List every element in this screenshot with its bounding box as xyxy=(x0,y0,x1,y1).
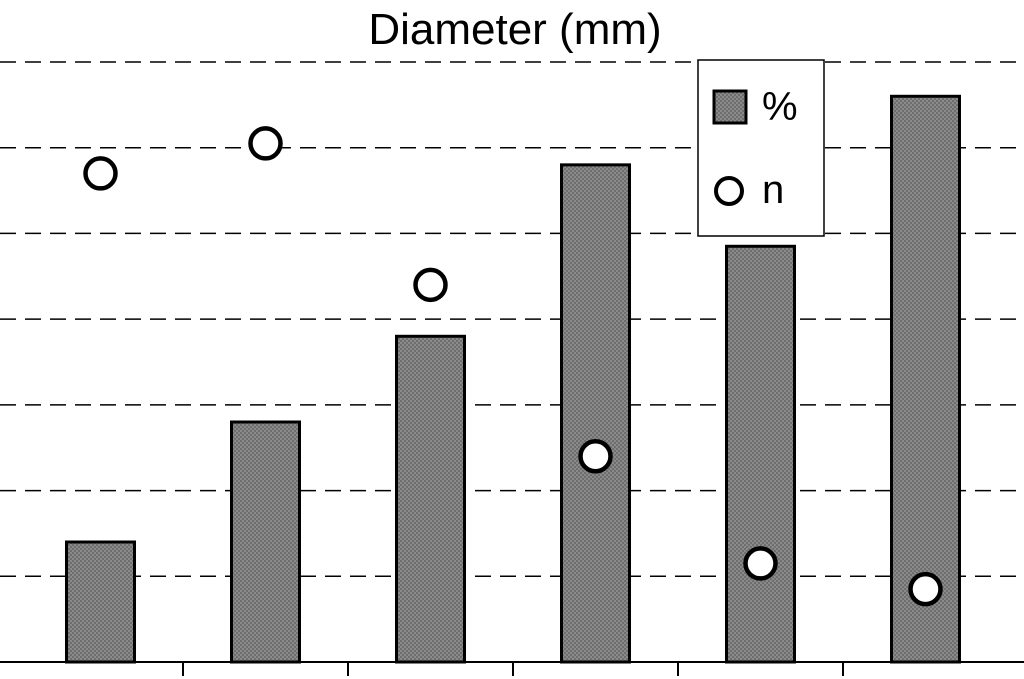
legend-label-n: n xyxy=(762,168,784,212)
legend-label-percent: % xyxy=(762,85,798,129)
legend-box xyxy=(697,59,825,237)
data-point xyxy=(413,267,448,303)
bar xyxy=(890,94,961,664)
legend: % n xyxy=(697,59,825,237)
data-point xyxy=(743,546,778,581)
bar-series xyxy=(65,94,961,664)
legend-bar-swatch xyxy=(712,89,748,125)
data-point xyxy=(83,156,118,191)
chart-title: Diameter (mm) xyxy=(368,5,661,54)
bar xyxy=(65,540,136,664)
point-series xyxy=(83,126,943,607)
bar xyxy=(560,163,631,664)
x-ticks xyxy=(182,662,844,676)
bar xyxy=(395,334,466,664)
data-point xyxy=(578,439,613,474)
bar xyxy=(230,420,301,664)
data-point xyxy=(248,126,283,161)
gridlines xyxy=(0,61,1024,578)
bar xyxy=(725,244,796,664)
data-point xyxy=(908,571,943,607)
legend-point-marker xyxy=(714,176,744,206)
